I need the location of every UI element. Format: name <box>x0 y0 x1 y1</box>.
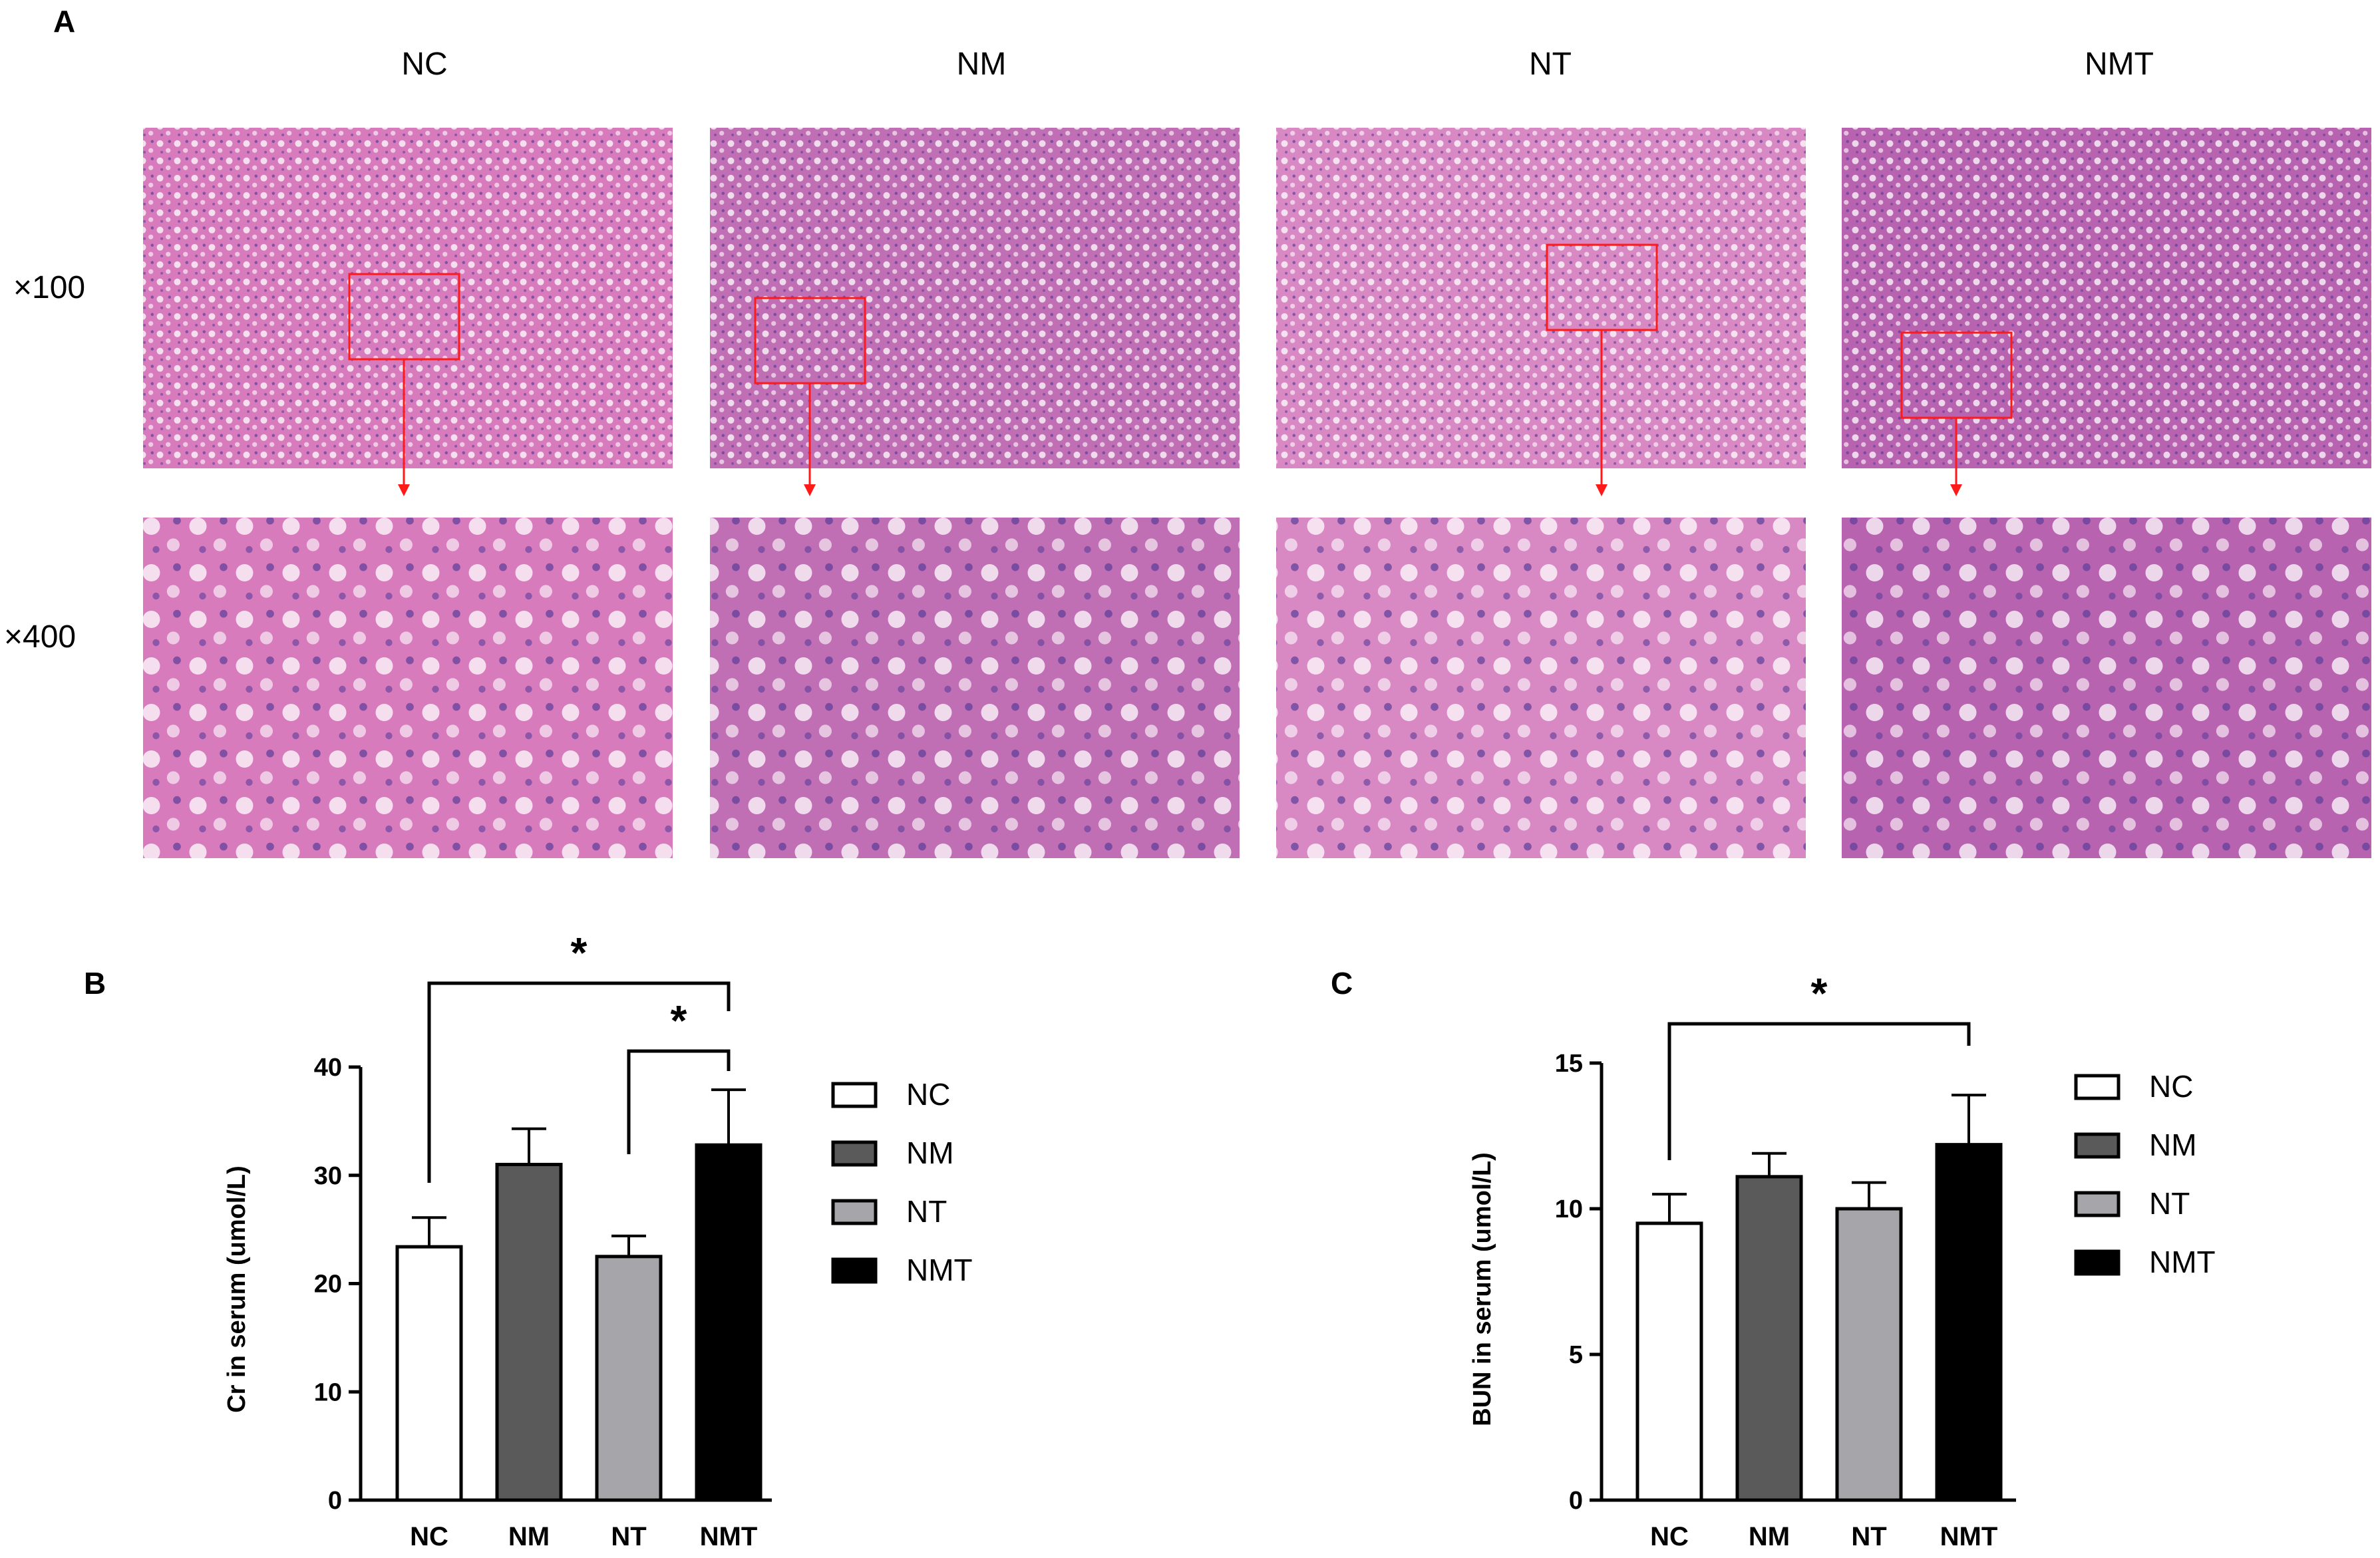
y-tick-label-0: 0 <box>1569 1487 1583 1515</box>
bar-nm <box>495 1162 563 1502</box>
legend-swatch-nc <box>2074 1074 2121 1100</box>
micrograph-nmt-x400 <box>1842 518 2371 858</box>
category-label-nc: NC <box>1650 1522 1689 1551</box>
category-label-nmt: NMT <box>1940 1522 1998 1551</box>
legend-label-nmt: NMT <box>906 1253 973 1287</box>
y-tick-label-30: 30 <box>314 1162 342 1190</box>
bar-nt <box>1835 1207 1903 1502</box>
legend-label-nt: NT <box>2149 1186 2190 1221</box>
panel-a: A NC NM NT NMT ×100 ×400 <box>4 4 2371 858</box>
column-label-nmt: NMT <box>2085 47 2154 82</box>
bar-nmt <box>695 1143 763 1502</box>
panel-letter-a: A <box>53 4 75 39</box>
legend-swatch-nm <box>831 1140 878 1167</box>
category-label-nm: NM <box>1749 1522 1790 1551</box>
significance-star-nc-nmt: * <box>571 929 588 977</box>
significance-bracket-nc-nmt <box>427 981 731 1183</box>
legend-label-nt: NT <box>906 1194 947 1229</box>
category-label-nt: NT <box>611 1522 646 1551</box>
legend-label-nc: NC <box>2149 1069 2193 1104</box>
significance-bracket-nt-nmt <box>627 1049 731 1154</box>
y-tick-label-5: 5 <box>1569 1341 1583 1369</box>
column-label-nm: NM <box>957 47 1007 82</box>
row-label-x100: ×100 <box>13 270 85 305</box>
chart-bun: C BUN in serum (umol/L) 0 5 10 15 NC NM NT NMT *… <box>1331 966 2216 1551</box>
panel-letter-c: C <box>1331 966 1353 1001</box>
legend-swatch-nt <box>831 1199 878 1225</box>
legend-swatch-nc <box>831 1082 878 1108</box>
column-label-nt: NT <box>1529 47 1572 82</box>
legend-swatch-nm <box>2074 1132 2121 1159</box>
panel-letter-b: B <box>84 966 106 1001</box>
micrograph-nmt-x100 <box>1842 128 2371 468</box>
micrograph-nt-x100 <box>1276 128 1806 468</box>
y-tick-label-10: 10 <box>1555 1195 1583 1223</box>
zoom-arrowhead-nc <box>398 484 410 496</box>
significance-bracket-nc-nmt <box>1667 1022 1971 1160</box>
legend-label-nm: NM <box>906 1136 954 1170</box>
category-label-nm: NM <box>508 1522 550 1551</box>
category-label-nmt: NMT <box>700 1522 758 1551</box>
micrograph-nc-x400 <box>143 518 673 858</box>
legend-swatch-nt <box>2074 1191 2121 1217</box>
bar-nc <box>395 1245 463 1502</box>
legend-label-nmt: NMT <box>2149 1245 2216 1279</box>
chart-cr: B Cr in serum (umol/L) 0 10 20 30 40 NC NM NT NM… <box>84 929 973 1551</box>
y-tick-label-10: 10 <box>314 1378 342 1406</box>
column-label-nc: NC <box>401 47 447 82</box>
significance-star-nc-nmt: * <box>1811 969 1828 1017</box>
zoom-arrowhead-nm <box>804 484 816 496</box>
category-label-nt: NT <box>1851 1522 1886 1551</box>
bar-nc <box>1635 1221 1703 1502</box>
micrograph-nt-x400 <box>1276 518 1806 858</box>
bar-nmt <box>1935 1143 2003 1502</box>
zoom-arrowhead-nt <box>1596 484 1608 496</box>
legend-swatch-nmt <box>2074 1249 2121 1276</box>
y-tick-label-20: 20 <box>314 1271 342 1299</box>
y-tick-label-40: 40 <box>314 1054 342 1082</box>
row-label-x400: ×400 <box>4 619 76 655</box>
y-axis-title-cr: Cr in serum (umol/L) <box>223 1166 251 1413</box>
category-label-nc: NC <box>410 1522 448 1551</box>
y-axis-title-bun: BUN in serum (umol/L) <box>1468 1152 1496 1426</box>
bar-nt <box>595 1255 663 1502</box>
zoom-arrowhead-nmt <box>1950 484 1962 496</box>
micrograph-nc-x100 <box>143 128 673 468</box>
significance-star-nt-nmt: * <box>671 997 687 1044</box>
legend-label-nc: NC <box>906 1077 950 1112</box>
legend-label-nm: NM <box>2149 1128 2197 1162</box>
y-tick-label-15: 15 <box>1555 1050 1583 1078</box>
micrograph-nm-x400 <box>710 518 1240 858</box>
bar-nm <box>1735 1175 1803 1502</box>
y-tick-label-0: 0 <box>328 1487 342 1515</box>
micrograph-grid <box>143 128 2371 858</box>
legend-swatch-nmt <box>831 1257 878 1284</box>
